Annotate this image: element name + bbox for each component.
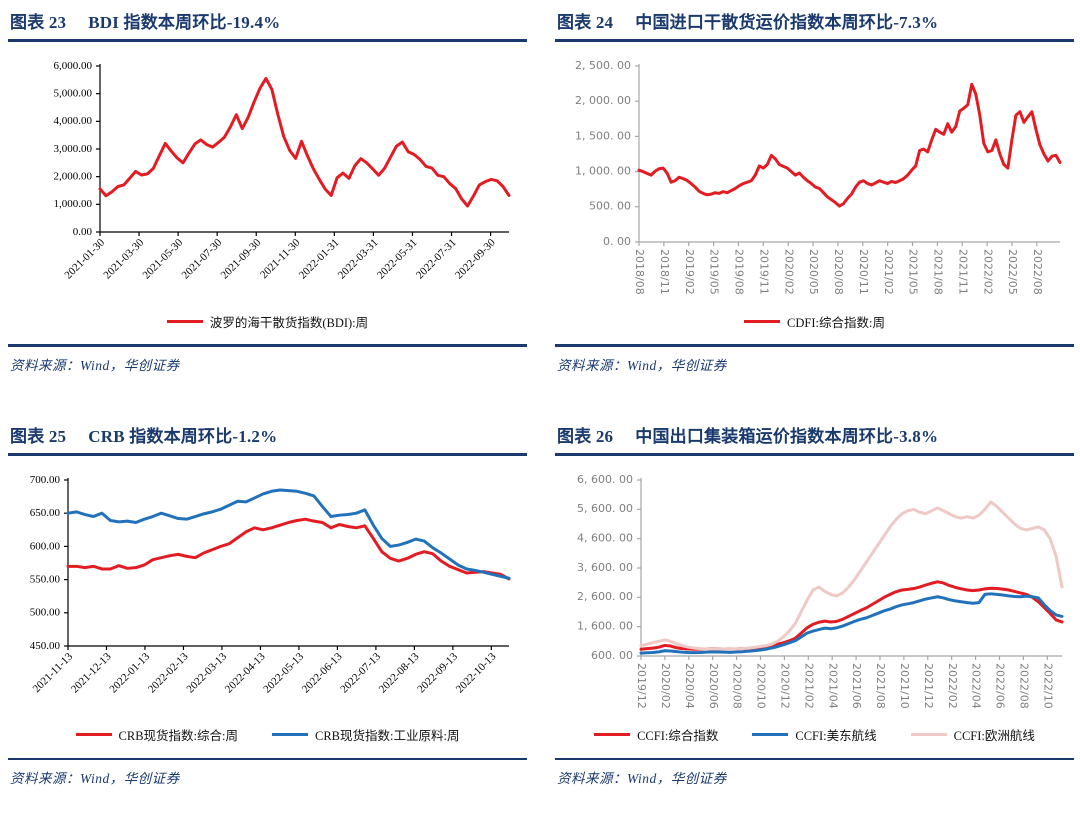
legend-item: CRB现货指数:工业原料:周 [272,725,459,744]
legend-label: 波罗的海干散货指数(BDI):周 [209,315,369,330]
source-divider [555,344,1074,347]
crb-legend: CRB现货指数:综合:周 CRB现货指数:工业原料:周 [8,724,527,746]
panel-title-row: 图表 23 BDI 指数本周环比-19.4% [8,6,527,39]
charts-grid: 图表 23 BDI 指数本周环比-19.4% 波罗的海干散货指数(BDI):周 … [8,6,1074,788]
legend-line-swatch [752,733,789,736]
legend-line-swatch [272,733,308,736]
legend-line-swatch [744,319,781,323]
title-divider [8,39,527,42]
panel-cdfi: 图表 24 中国进口干散货运价指数本周环比-7.3% CDFI:综合指数:周 资… [555,6,1074,374]
source-note: 资料来源：Wind，华创证券 [10,357,180,373]
legend-label: CCFI:美东航线 [795,729,877,743]
legend-line-swatch [75,733,112,736]
cdfi-legend: CDFI:综合指数:周 [555,310,1074,332]
legend-label: CRB现货指数:工业原料:周 [315,729,460,743]
figure-number: 图表 23 [10,13,67,32]
figure-title: BDI 指数本周环比-19.4% [88,13,281,32]
panel-title-row: 图表 24 中国进口干散货运价指数本周环比-7.3% [555,6,1074,39]
panel-title-row: 图表 26 中国出口集装箱运价指数本周环比-3.8% [555,420,1074,453]
ccfi-line-chart [555,469,1074,722]
figure-number: 图表 24 [557,13,614,32]
legend-item: CCFI:欧洲航线 [910,725,1035,744]
legend-item: 波罗的海干散货指数(BDI):周 [166,312,369,331]
figure-number: 图表 26 [557,426,614,446]
cdfi-line-chart [555,56,1074,308]
source-divider [8,757,527,760]
panel-ccfi: 图表 26 中国出口集装箱运价指数本周环比-3.8% CCFI:综合指数 CCFI… [555,420,1074,788]
legend-label: CDFI:综合指数:周 [787,315,885,330]
legend-item: CCFI:美东航线 [752,725,877,744]
panel-title-row: 图表 25 CRB 指数本周环比-1.2% [8,420,527,453]
legend-line-swatch [594,733,631,736]
crb-line-chart [8,469,527,722]
panel-bdi: 图表 23 BDI 指数本周环比-19.4% 波罗的海干散货指数(BDI):周 … [8,6,527,374]
figure-number: 图表 25 [10,426,67,446]
panel-crb: 图表 25 CRB 指数本周环比-1.2% CRB现货指数:综合:周 CRB现货指… [8,420,527,788]
legend-label: CRB现货指数:综合:周 [118,729,238,743]
legend-line-swatch [910,733,947,736]
source-note: 资料来源：Wind，华创证券 [10,771,180,786]
bdi-line-chart [8,56,527,308]
legend-line-swatch [166,319,203,323]
legend-item: CCFI:综合指数 [594,725,718,744]
source-note: 资料来源：Wind，华创证券 [557,771,727,786]
legend-label: CCFI:综合指数 [637,729,719,743]
ccfi-legend: CCFI:综合指数 CCFI:美东航线 CCFI:欧洲航线 [555,724,1074,746]
title-divider [555,452,1074,456]
legend-label: CCFI:欧洲航线 [953,729,1035,743]
source-divider [555,757,1074,760]
title-divider [8,452,527,456]
figure-title: CRB 指数本周环比-1.2% [88,426,278,446]
figure-title: 中国出口集装箱运价指数本周环比-3.8% [635,426,939,446]
bdi-legend: 波罗的海干散货指数(BDI):周 [8,310,527,332]
title-divider [555,39,1074,42]
figure-title: 中国进口干散货运价指数本周环比-7.3% [635,13,939,32]
legend-item: CRB现货指数:综合:周 [75,725,238,744]
legend-item: CDFI:综合指数:周 [744,312,885,331]
source-note: 资料来源：Wind，华创证券 [557,357,727,373]
source-divider [8,344,527,347]
